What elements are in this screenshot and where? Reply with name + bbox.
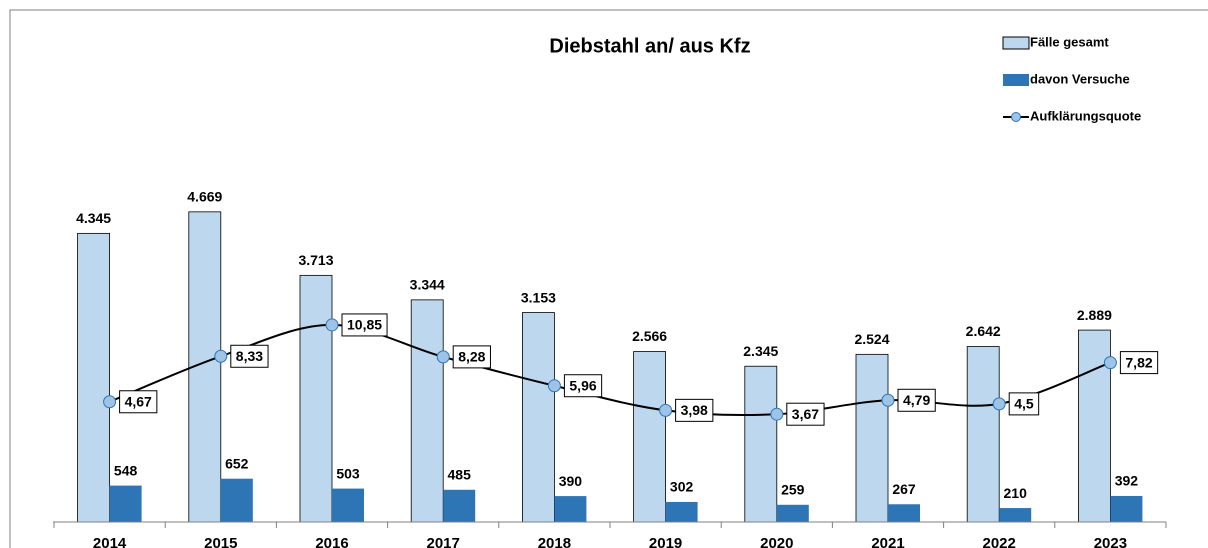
bar <box>299 274 333 523</box>
line-marker <box>881 393 895 407</box>
data-label-box <box>786 402 825 426</box>
legend-label: Aufklärungsquote <box>1030 108 1141 123</box>
bar <box>999 508 1032 522</box>
bar <box>776 504 809 522</box>
x-tick-label: 2022 <box>983 535 1016 548</box>
data-label-box <box>1008 392 1040 416</box>
bar <box>332 488 364 522</box>
data-label-box <box>452 345 491 369</box>
line-marker <box>325 318 339 332</box>
line-marker <box>547 379 561 393</box>
legend-swatch <box>1003 74 1029 86</box>
x-tick-label: 2019 <box>649 535 682 548</box>
line-marker <box>659 403 673 417</box>
data-label: 2.524 <box>854 331 889 347</box>
data-label: 8,33 <box>236 348 263 364</box>
legend-swatch <box>1002 36 1030 50</box>
x-tick-label: 2014 <box>93 535 127 548</box>
line-marker <box>214 349 228 363</box>
x-tick-label: 2018 <box>538 535 571 548</box>
bar <box>1110 495 1143 522</box>
data-label: 485 <box>448 466 472 482</box>
data-label: 10,85 <box>347 317 382 333</box>
data-label-box <box>897 388 936 412</box>
data-label: 4.345 <box>76 210 111 226</box>
data-label: 2.889 <box>1077 307 1112 323</box>
bar <box>633 351 666 523</box>
bar <box>966 346 1000 523</box>
data-label: 4,79 <box>903 392 930 408</box>
data-label-box <box>119 390 158 414</box>
data-label: 210 <box>1004 485 1028 501</box>
bar <box>77 232 110 523</box>
legend-label: Fälle gesamt <box>1030 34 1109 49</box>
data-label-box <box>675 398 714 422</box>
data-label: 259 <box>781 481 805 497</box>
data-label: 4.669 <box>187 189 222 205</box>
x-tick-label: 2021 <box>871 535 904 548</box>
data-label: 3.713 <box>298 252 333 268</box>
x-tick-label: 2020 <box>760 535 793 548</box>
data-label: 2.642 <box>966 323 1001 339</box>
line-marker <box>1103 356 1117 370</box>
data-label: 302 <box>670 479 694 495</box>
x-tick-label: 2015 <box>204 535 237 548</box>
data-label: 3,67 <box>792 406 819 422</box>
line-marker <box>103 395 117 409</box>
data-label: 392 <box>1115 473 1139 489</box>
data-label: 7,82 <box>1125 354 1152 370</box>
bar <box>109 485 142 522</box>
bar <box>220 478 253 522</box>
legend-marker <box>1011 112 1021 122</box>
data-label: 4,5 <box>1014 396 1034 412</box>
x-tick-label: 2017 <box>427 535 460 548</box>
data-label: 652 <box>225 455 249 471</box>
data-label-box <box>341 313 388 337</box>
data-label: 4,67 <box>125 393 152 409</box>
legend-label: davon Versuche <box>1030 71 1130 86</box>
line-marker <box>436 350 450 364</box>
data-label: 5,96 <box>569 377 596 393</box>
bar <box>888 504 920 522</box>
bar <box>443 489 476 522</box>
x-tick-label: 2023 <box>1094 535 1127 548</box>
data-label-box <box>563 374 603 398</box>
data-label: 3,98 <box>681 402 708 418</box>
data-label: 2.566 <box>632 328 667 344</box>
data-label: 2.345 <box>743 343 778 359</box>
data-label-box <box>230 344 269 368</box>
line-marker <box>992 397 1006 411</box>
data-label-box <box>1119 351 1159 375</box>
bar <box>522 312 555 523</box>
chart-title: Diebstahl an/ aus Kfz <box>549 35 750 57</box>
data-label: 267 <box>892 481 916 497</box>
x-tick-label: 2016 <box>315 535 348 548</box>
bar <box>855 353 889 523</box>
data-label: 3.344 <box>410 277 445 293</box>
data-label: 3.153 <box>521 289 556 305</box>
bar <box>410 299 444 523</box>
data-label: 390 <box>559 473 583 489</box>
bar <box>554 496 587 522</box>
data-label: 8,28 <box>458 349 485 365</box>
data-label: 548 <box>114 462 138 478</box>
bar <box>665 501 698 522</box>
line <box>109 323 1111 416</box>
data-label: 503 <box>336 465 360 481</box>
bar <box>744 365 778 523</box>
line-marker <box>770 407 784 421</box>
